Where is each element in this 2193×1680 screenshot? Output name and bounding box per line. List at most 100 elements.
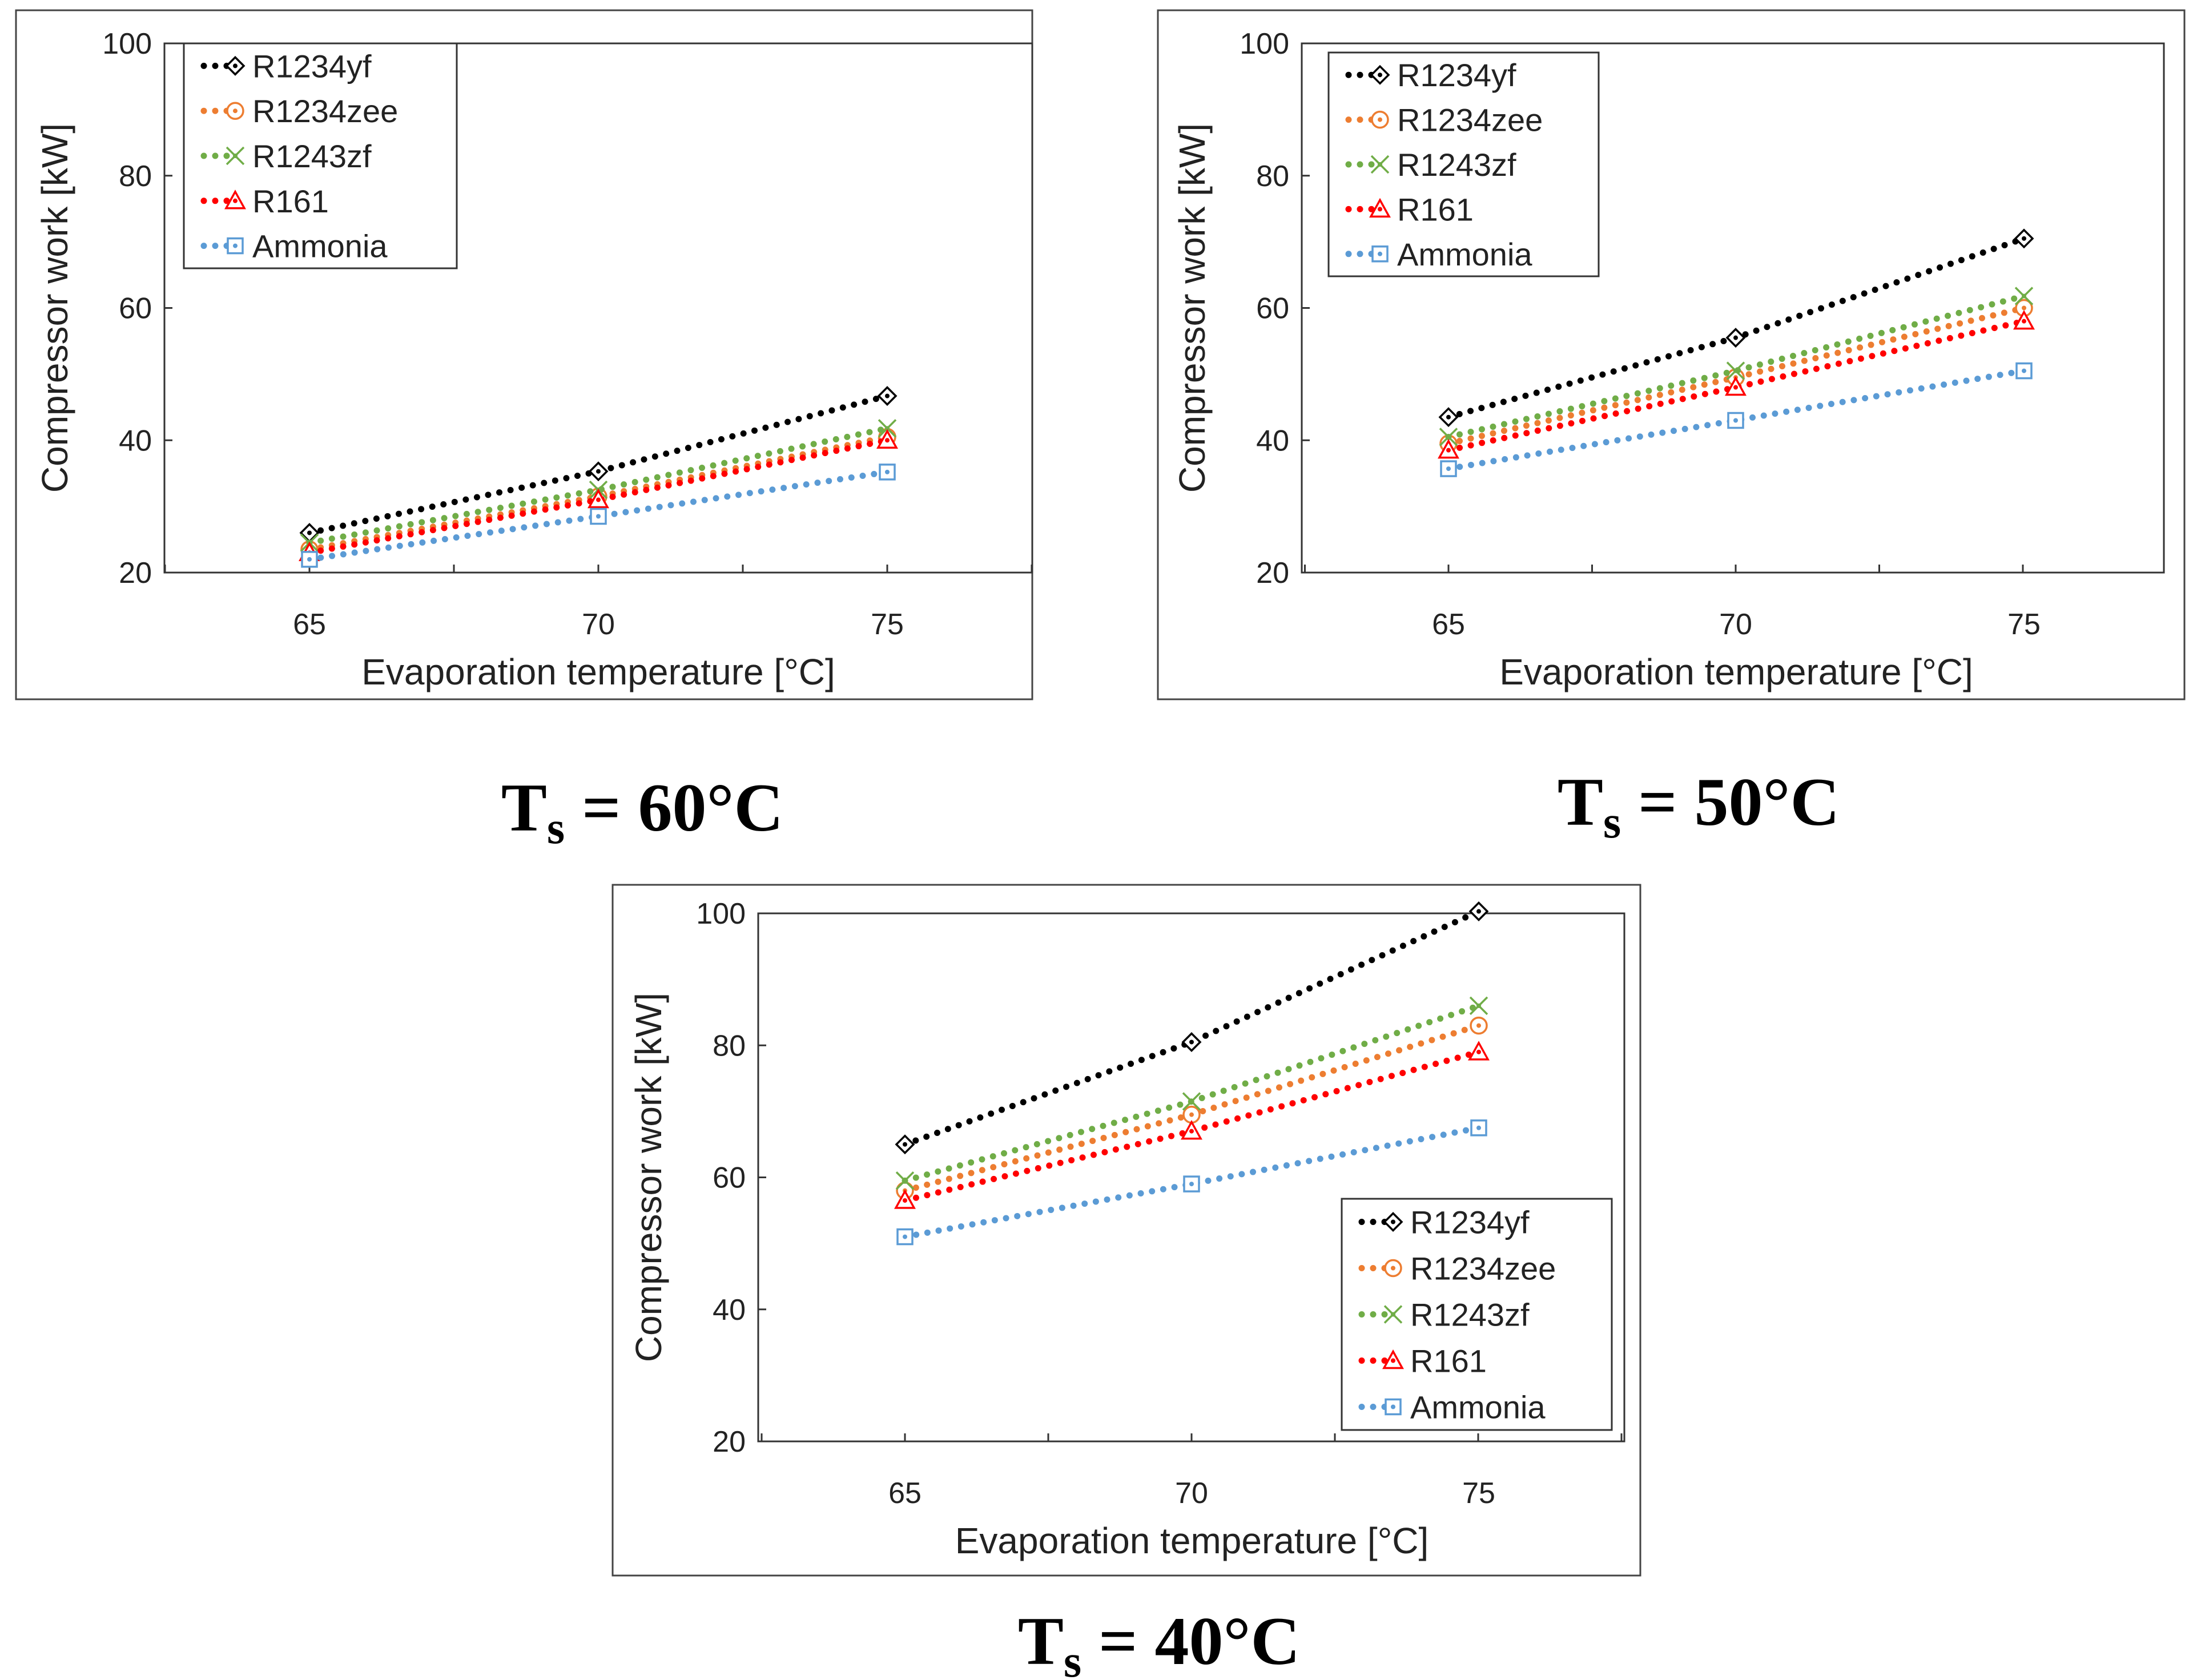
y-tick-label: 80: [119, 160, 152, 193]
y-tick-label: 20: [119, 557, 152, 590]
panel-caption: Ts = 50°C: [1558, 764, 1840, 848]
y-tick-label: 60: [713, 1162, 746, 1195]
series-r1243zf: [895, 996, 1488, 1190]
point-r161-center: [596, 497, 601, 502]
series-r1234yf: [895, 901, 1489, 1155]
point-r1234yf-center: [1733, 335, 1738, 340]
legend: R1234yf R1234zee R1243zf R161 Ammonia: [1327, 51, 1600, 277]
trendline-r161: [306, 437, 891, 556]
trendline-r1234yf: [902, 908, 1482, 1148]
y-tick-label: 20: [1256, 557, 1289, 590]
y-tick-label: 80: [713, 1029, 746, 1062]
chart-ts-40: 20 40 60 80 100 65 70 75 Evaporation temperature…: [611, 884, 1641, 1680]
point-r161-center: [1189, 1129, 1194, 1134]
point-r161-center: [1446, 448, 1451, 453]
legend-label-ammonia: Ammonia: [1410, 1389, 1546, 1425]
point-ammonia: [1470, 1119, 1487, 1137]
point-ammonia-center: [1476, 1125, 1481, 1130]
legend-marker-ammonia-center: [233, 243, 238, 248]
legend-marker-r1234yf-center: [1391, 1219, 1395, 1224]
legend-label-r1243zf: R1243zf: [252, 138, 372, 174]
point-r1243zf-center: [903, 1178, 907, 1183]
point-r1234yf-center: [903, 1142, 907, 1147]
legend-label-r1234yf: R1234yf: [1397, 57, 1516, 93]
x-tick-label: 70: [582, 608, 615, 641]
legend-marker-r161-center: [233, 198, 238, 203]
point-r1243zf-center: [1476, 1003, 1481, 1008]
series-r161: [894, 1041, 1490, 1209]
x-tick-label: 65: [293, 608, 326, 641]
series-r1234yf: [1438, 228, 2034, 428]
series-r161: [1438, 310, 2035, 459]
point-r1243zf-center: [1733, 368, 1738, 373]
x-tick-label: 75: [2007, 608, 2041, 641]
x-axis-title: Evaporation temperature [°C]: [955, 1520, 1429, 1561]
legend-label-ammonia: Ammonia: [252, 228, 388, 264]
point-ammonia-center: [307, 557, 312, 562]
legend-marker-r1234yf-center: [1378, 72, 1382, 78]
x-tick-label: 70: [1719, 608, 1752, 641]
y-axis-title: Compressor work [kW]: [1172, 123, 1213, 493]
legend-marker-r1234zee-center: [1378, 117, 1382, 122]
legend-marker-r161-center: [1378, 207, 1382, 212]
point-r1234yf-center: [2022, 236, 2026, 241]
point-r161-center: [885, 438, 890, 443]
legend: R1234yf R1234zee R1243zf R161 Ammonia: [183, 42, 458, 269]
legend-label-r161: R161: [1410, 1343, 1487, 1379]
y-tick-label: 60: [119, 292, 152, 325]
panel-frame: [15, 9, 1033, 700]
point-ammonia-center: [1733, 418, 1738, 423]
point-ammonia: [1727, 412, 1744, 429]
y-axis-title: Compressor work [kW]: [34, 123, 75, 493]
y-tick-label: 40: [1256, 424, 1289, 457]
legend-marker-ammonia: [227, 237, 244, 255]
legend-marker-ammonia-center: [1391, 1404, 1395, 1409]
series-ammonia: [301, 464, 896, 568]
series-ammonia: [1440, 362, 2033, 477]
panel-caption: Ts = 60°C: [501, 770, 783, 853]
series-r1234zee: [896, 1016, 1488, 1200]
point-r1243zf-center: [1446, 434, 1451, 440]
legend-label-r1243zf: R1243zf: [1397, 147, 1516, 183]
point-r1243zf-center: [1189, 1099, 1194, 1104]
legend-marker-r1234yf-center: [233, 63, 238, 69]
y-tick-label: 100: [1240, 27, 1289, 61]
point-r1234yf-center: [307, 530, 312, 535]
point-r1243zf-center: [885, 426, 890, 431]
legend-label-r161: R161: [1397, 191, 1474, 227]
legend-marker-r1243zf-center: [1391, 1312, 1395, 1317]
legend-marker-ammonia-center: [1378, 251, 1382, 256]
legend-label-r1234zee: R1234zee: [252, 93, 398, 129]
legend-marker-r1243zf-center: [1378, 162, 1382, 167]
legend-marker-r161-center: [1391, 1358, 1395, 1363]
chart-ts-50: 20 40 60 80 100 65 70 75 Evaporation temperature…: [1157, 9, 2186, 848]
point-ammonia-center: [1189, 1182, 1194, 1187]
legend: R1234yf R1234zee R1243zf R161 Ammonia: [1341, 1198, 1613, 1431]
legend-label-r1234zee: R1234zee: [1397, 102, 1543, 138]
point-ammonia-center: [2022, 368, 2026, 373]
legend-label-r1234yf: R1234yf: [1410, 1204, 1530, 1240]
x-tick-label: 75: [1462, 1477, 1495, 1510]
y-tick-label: 40: [119, 424, 152, 457]
chart-ts-60: 20 40 60 80 100 65 70 75 Evaporation temperature…: [15, 9, 1033, 853]
point-r1234yf-center: [1446, 414, 1451, 420]
x-tick-label: 65: [888, 1477, 922, 1510]
y-tick-label: 80: [1256, 160, 1289, 193]
y-tick-label: 40: [713, 1294, 746, 1327]
y-tick-label: 100: [696, 897, 746, 930]
point-ammonia-center: [885, 469, 890, 474]
point-ammonia-center: [596, 514, 601, 519]
point-r1234yf-center: [1476, 909, 1481, 914]
point-ammonia-center: [903, 1234, 907, 1239]
y-axis-title: Compressor work [kW]: [628, 993, 669, 1362]
point-ammonia-center: [1446, 466, 1451, 472]
x-tick-label: 65: [1432, 608, 1465, 641]
x-tick-label: 70: [1175, 1477, 1208, 1510]
legend-label-r1243zf: R1243zf: [1410, 1297, 1530, 1333]
x-axis-title: Evaporation temperature [°C]: [1499, 651, 1973, 692]
y-tick-label: 60: [1256, 292, 1289, 325]
x-tick-label: 75: [871, 608, 904, 641]
series-ammonia: [896, 1119, 1487, 1246]
point-r1234zee-center: [1189, 1112, 1194, 1117]
x-axis-title: Evaporation temperature [°C]: [361, 651, 835, 692]
